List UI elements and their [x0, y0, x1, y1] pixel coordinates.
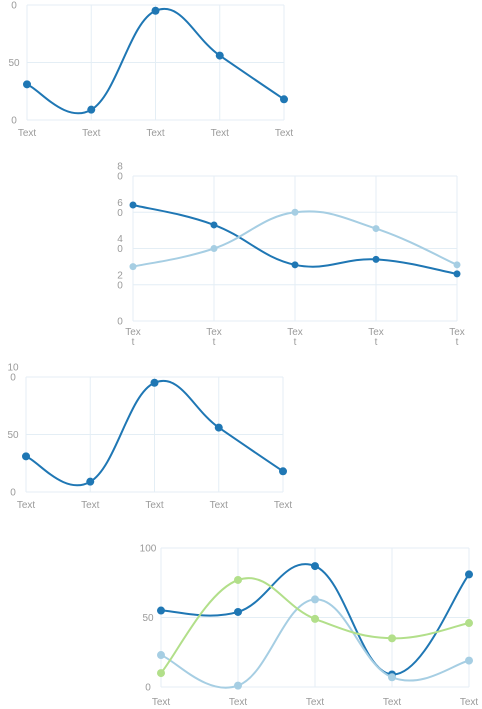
grid: [26, 4, 285, 121]
x-tick-label: t: [375, 337, 378, 348]
data-point[interactable]: [23, 80, 31, 89]
y-tick-label: 0: [10, 488, 16, 499]
y-tick-label: 2: [117, 270, 123, 281]
data-point[interactable]: [129, 263, 137, 271]
data-point[interactable]: [280, 95, 288, 104]
series-path: [160, 563, 470, 676]
data-point[interactable]: [279, 467, 287, 476]
data-point[interactable]: [234, 681, 242, 690]
data-point[interactable]: [87, 105, 96, 114]
data-point[interactable]: [150, 378, 159, 387]
data-point[interactable]: [465, 619, 473, 628]
x-tick-label: Text: [145, 500, 164, 511]
grid: [132, 175, 458, 322]
series-line-1: [22, 378, 287, 487]
data-point[interactable]: [157, 651, 165, 660]
series-line-3: [157, 575, 473, 678]
x-tick-label: Text: [306, 697, 325, 708]
x-tick-label: Text: [211, 128, 230, 139]
data-point[interactable]: [157, 606, 165, 615]
x-tick-label: Text: [275, 128, 294, 139]
line-chart-4: 0 50 100 Text Text Text Text Text: [140, 544, 479, 709]
series-line-1: [23, 6, 288, 115]
y-tick-label: 0: [117, 280, 123, 291]
data-point[interactable]: [291, 208, 299, 216]
x-tick-label: Text: [383, 697, 402, 708]
data-point[interactable]: [234, 607, 242, 616]
series-path: [160, 577, 470, 674]
x-tick-label: Text: [152, 697, 171, 708]
y-tick-label: 10: [7, 363, 19, 374]
data-point[interactable]: [210, 221, 218, 229]
x-tick-label: t: [456, 337, 459, 348]
grid: [25, 376, 284, 493]
x-tick-label: Text: [210, 500, 229, 511]
y-tick-label: 0: [145, 683, 151, 694]
data-point[interactable]: [86, 477, 95, 486]
series-line-1: [157, 562, 473, 679]
y-tick-label: 4: [117, 234, 123, 245]
data-point[interactable]: [453, 261, 461, 269]
data-point[interactable]: [215, 51, 224, 60]
y-tick-label: 100: [140, 544, 157, 555]
data-point[interactable]: [372, 225, 380, 233]
y-tick-label: 0: [10, 373, 16, 384]
x-tick-label: Tex: [287, 327, 303, 338]
data-point[interactable]: [129, 201, 137, 209]
x-tick-label: t: [213, 337, 216, 348]
y-tick-label: 8: [117, 162, 123, 173]
data-point[interactable]: [22, 452, 30, 461]
data-point[interactable]: [234, 575, 242, 584]
x-tick-label: Tex: [449, 327, 465, 338]
data-point[interactable]: [453, 270, 461, 278]
y-tick-label: 50: [7, 430, 19, 441]
x-tick-label: Text: [18, 128, 37, 139]
series-line-1: [129, 201, 461, 278]
data-point[interactable]: [311, 562, 319, 571]
x-tick-label: Text: [460, 697, 479, 708]
data-point[interactable]: [214, 423, 223, 432]
data-point[interactable]: [311, 614, 319, 623]
data-point[interactable]: [151, 6, 160, 15]
x-tick-label: Text: [229, 697, 248, 708]
y-tick-label: 10: [8, 0, 20, 2]
data-point[interactable]: [465, 570, 473, 579]
data-point[interactable]: [157, 669, 165, 678]
data-point[interactable]: [388, 673, 396, 682]
x-tick-label: t: [294, 337, 297, 348]
y-tick-label: 0: [117, 244, 123, 255]
series-line-2: [129, 208, 461, 271]
y-tick-label: 0: [117, 317, 123, 328]
x-tick-label: Text: [274, 500, 293, 511]
x-tick-label: Text: [146, 128, 165, 139]
y-tick-label: 0: [117, 172, 123, 183]
y-tick-label: 0: [117, 208, 123, 219]
y-tick-label: 0: [11, 116, 17, 127]
series-line-2: [157, 595, 473, 690]
data-point[interactable]: [372, 255, 380, 263]
data-point[interactable]: [291, 261, 299, 269]
y-tick-label: 50: [142, 613, 154, 624]
x-tick-label: Text: [81, 500, 100, 511]
x-tick-label: Text: [17, 500, 36, 511]
y-tick-label: 6: [117, 198, 123, 209]
y-tick-label: 0: [11, 1, 17, 12]
data-point[interactable]: [388, 634, 396, 643]
x-tick-label: Tex: [368, 327, 384, 338]
x-tick-label: t: [132, 337, 135, 348]
data-point[interactable]: [465, 656, 473, 665]
y-tick-label: 50: [8, 58, 20, 69]
x-tick-label: Tex: [206, 327, 222, 338]
x-tick-label: Text: [82, 128, 101, 139]
x-tick-label: Tex: [125, 327, 141, 338]
data-point[interactable]: [311, 595, 319, 604]
data-point[interactable]: [210, 245, 218, 252]
